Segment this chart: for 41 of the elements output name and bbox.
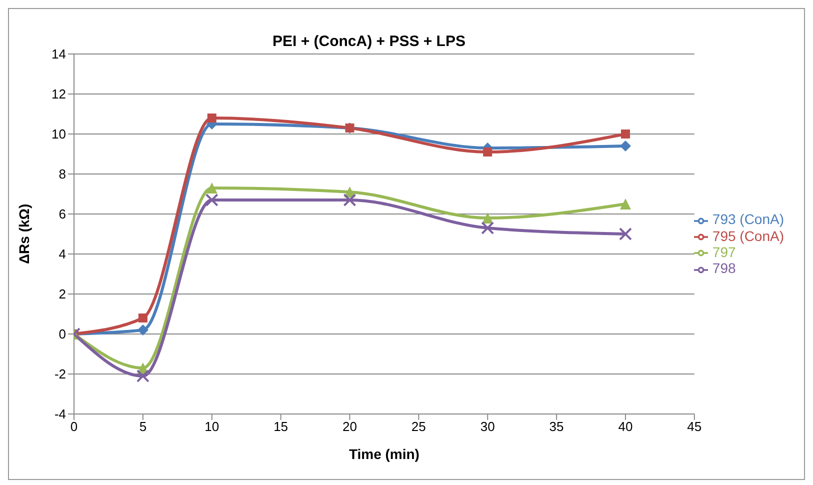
point <box>343 194 356 206</box>
x-tick-label: 0 <box>70 419 78 434</box>
y-tick-label: 10 <box>52 126 66 142</box>
x-tick-label: 35 <box>549 419 564 434</box>
point <box>137 324 148 336</box>
point <box>618 228 632 240</box>
x-tick-label: 20 <box>342 419 357 434</box>
point <box>207 114 216 122</box>
point <box>482 212 494 224</box>
point <box>481 222 494 234</box>
point <box>483 148 492 156</box>
y-tick-label: 4 <box>58 246 66 262</box>
y-tick-label: 14 <box>52 46 66 62</box>
legend-label: 795 (ConA) <box>712 228 784 244</box>
y-tick-label: 8 <box>58 166 66 182</box>
point <box>620 140 631 152</box>
x-axis-title: Time (min) <box>348 446 420 462</box>
point <box>620 198 631 210</box>
point <box>205 194 218 206</box>
x-tick-label: 10 <box>204 419 220 434</box>
y-tick-label: -4 <box>54 406 66 422</box>
legend-label: 798 <box>712 260 736 276</box>
point <box>206 182 218 194</box>
y-tick-label: 0 <box>58 326 66 342</box>
chart-title: PEI + (ConcA) + PSS + LPS <box>272 33 466 50</box>
x-tick-label: 40 <box>618 419 633 434</box>
x-tick-label: 45 <box>687 419 702 434</box>
point <box>138 314 148 322</box>
x-tick-label: 5 <box>139 419 147 434</box>
y-tick-label: -2 <box>54 366 66 382</box>
x-tick-label: 15 <box>274 419 288 434</box>
point <box>136 370 150 382</box>
y-axis-title: ΔRs (kΩ) <box>16 204 32 264</box>
point <box>620 130 630 138</box>
y-tick-label: 2 <box>58 286 66 302</box>
legend-label: 797 <box>712 244 736 260</box>
y-tick-label: 12 <box>52 86 66 102</box>
x-tick-label: 30 <box>480 419 495 434</box>
y-tick-label: 6 <box>58 206 66 222</box>
legend-label: 793 (ConA) <box>712 211 784 228</box>
x-tick-label: 25 <box>411 419 426 434</box>
